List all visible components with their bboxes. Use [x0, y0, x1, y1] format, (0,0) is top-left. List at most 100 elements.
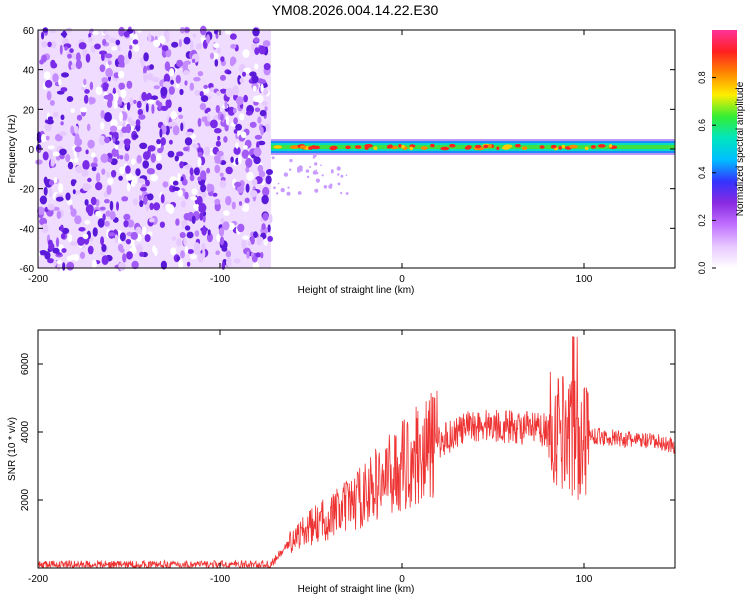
- noise-speckle: [82, 183, 90, 192]
- noise-speckle: [200, 95, 209, 103]
- noise-speckle: [130, 231, 138, 240]
- noise-speckle: [123, 31, 130, 38]
- noise-speckle: [235, 123, 243, 131]
- noise-speckle: [45, 135, 50, 141]
- noise-speckle: [88, 32, 92, 39]
- band-hotspot: [466, 145, 472, 149]
- noise-speckle: [67, 199, 73, 205]
- noise-speckle: [204, 146, 211, 156]
- noise-speckle: [146, 168, 155, 175]
- noise-speckle: [249, 121, 257, 128]
- noise-speckle: [83, 94, 89, 104]
- noise-speckle: [76, 52, 81, 63]
- noise-speckle: [118, 175, 123, 181]
- colorbar-tick-label: 0.6: [697, 119, 707, 132]
- noise-speckle: [47, 203, 55, 211]
- noise-speckle: [74, 138, 83, 147]
- noise-speckle: [243, 145, 248, 150]
- band-fleck: [328, 184, 333, 189]
- noise-speckle: [84, 199, 89, 206]
- noise-speckle: [109, 210, 116, 220]
- band-hotspot: [345, 145, 351, 150]
- noise-speckle: [255, 252, 261, 258]
- colorbar: 0.0 0.2 0.4 0.6 0.8 Normalized spectral ampl…: [697, 30, 746, 274]
- noise-speckle: [126, 219, 135, 228]
- noise-speckle: [257, 116, 262, 124]
- noise-speckle: [192, 33, 197, 38]
- noise-speckle: [219, 236, 225, 246]
- band-hotspot: [515, 143, 521, 148]
- band-hotspot: [584, 146, 589, 151]
- band-hotspot: [401, 144, 405, 149]
- noise-speckle: [50, 41, 57, 49]
- noise-speckle: [67, 53, 72, 59]
- y-tick-label: -20: [20, 185, 35, 196]
- noise-speckle: [225, 115, 229, 126]
- noise-speckle: [230, 33, 237, 40]
- noise-speckle: [113, 100, 118, 109]
- noise-speckle: [183, 36, 191, 45]
- y-tick-label: -40: [20, 224, 35, 235]
- noise-speckle: [212, 192, 218, 197]
- noise-speckle: [219, 172, 224, 177]
- noise-speckle: [238, 154, 242, 165]
- noise-speckle: [159, 221, 165, 228]
- noise-speckle: [258, 170, 266, 178]
- noise-speckle: [132, 134, 139, 139]
- noise-speckle: [66, 256, 74, 261]
- noise-speckle: [67, 161, 74, 170]
- noise-speckle: [49, 100, 55, 106]
- noise-speckle: [169, 68, 175, 77]
- noise-speckle: [196, 195, 203, 206]
- band-hotspot: [308, 146, 313, 150]
- noise-speckle: [117, 70, 125, 79]
- noise-speckle: [241, 206, 248, 212]
- noise-speckle: [91, 166, 97, 172]
- band-hotspot: [449, 143, 456, 148]
- noise-speckle: [186, 261, 191, 267]
- noise-speckle: [180, 250, 185, 259]
- noise-speckle: [78, 227, 86, 232]
- noise-speckle: [243, 67, 252, 74]
- noise-speckle: [130, 180, 136, 188]
- noise-speckle: [220, 74, 226, 81]
- noise-speckle: [126, 102, 131, 111]
- noise-speckle: [69, 241, 78, 246]
- noise-speckle: [231, 201, 236, 210]
- noise-speckle: [125, 141, 130, 148]
- band-fleck: [287, 186, 290, 189]
- noise-speckle: [132, 198, 139, 206]
- noise-speckle: [66, 261, 75, 271]
- noise-speckle: [218, 227, 225, 237]
- noise-speckle: [246, 171, 254, 181]
- noise-speckle: [74, 215, 82, 225]
- y-tick-label: 4000: [20, 420, 31, 443]
- snr-x-axis-label: Height of straight line (km): [298, 584, 415, 595]
- band-hotspot: [373, 146, 378, 150]
- noise-speckle: [219, 180, 227, 189]
- noise-speckle: [172, 186, 180, 191]
- noise-speckle: [150, 153, 156, 163]
- noise-speckle: [215, 140, 221, 147]
- noise-speckle: [206, 183, 213, 193]
- noise-speckle: [65, 192, 71, 201]
- noise-speckle: [65, 154, 71, 163]
- noise-speckle: [197, 71, 204, 77]
- noise-speckle: [259, 109, 267, 117]
- band-hotspot: [420, 146, 428, 150]
- noise-speckle: [59, 131, 67, 137]
- noise-speckle: [143, 72, 148, 83]
- band-fleck: [314, 188, 319, 193]
- noise-speckle: [143, 196, 148, 205]
- noise-speckle: [131, 244, 136, 254]
- x-tick-label: -200: [28, 274, 48, 285]
- band-hotspot: [430, 143, 435, 148]
- noise-speckle: [160, 137, 166, 146]
- noise-speckle: [104, 220, 110, 227]
- noise-speckle: [114, 234, 119, 244]
- noise-speckle: [85, 149, 89, 155]
- noise-speckle: [107, 177, 114, 185]
- y-tick-label: 40: [23, 66, 35, 77]
- noise-speckle: [142, 160, 149, 169]
- noise-speckle: [50, 157, 55, 167]
